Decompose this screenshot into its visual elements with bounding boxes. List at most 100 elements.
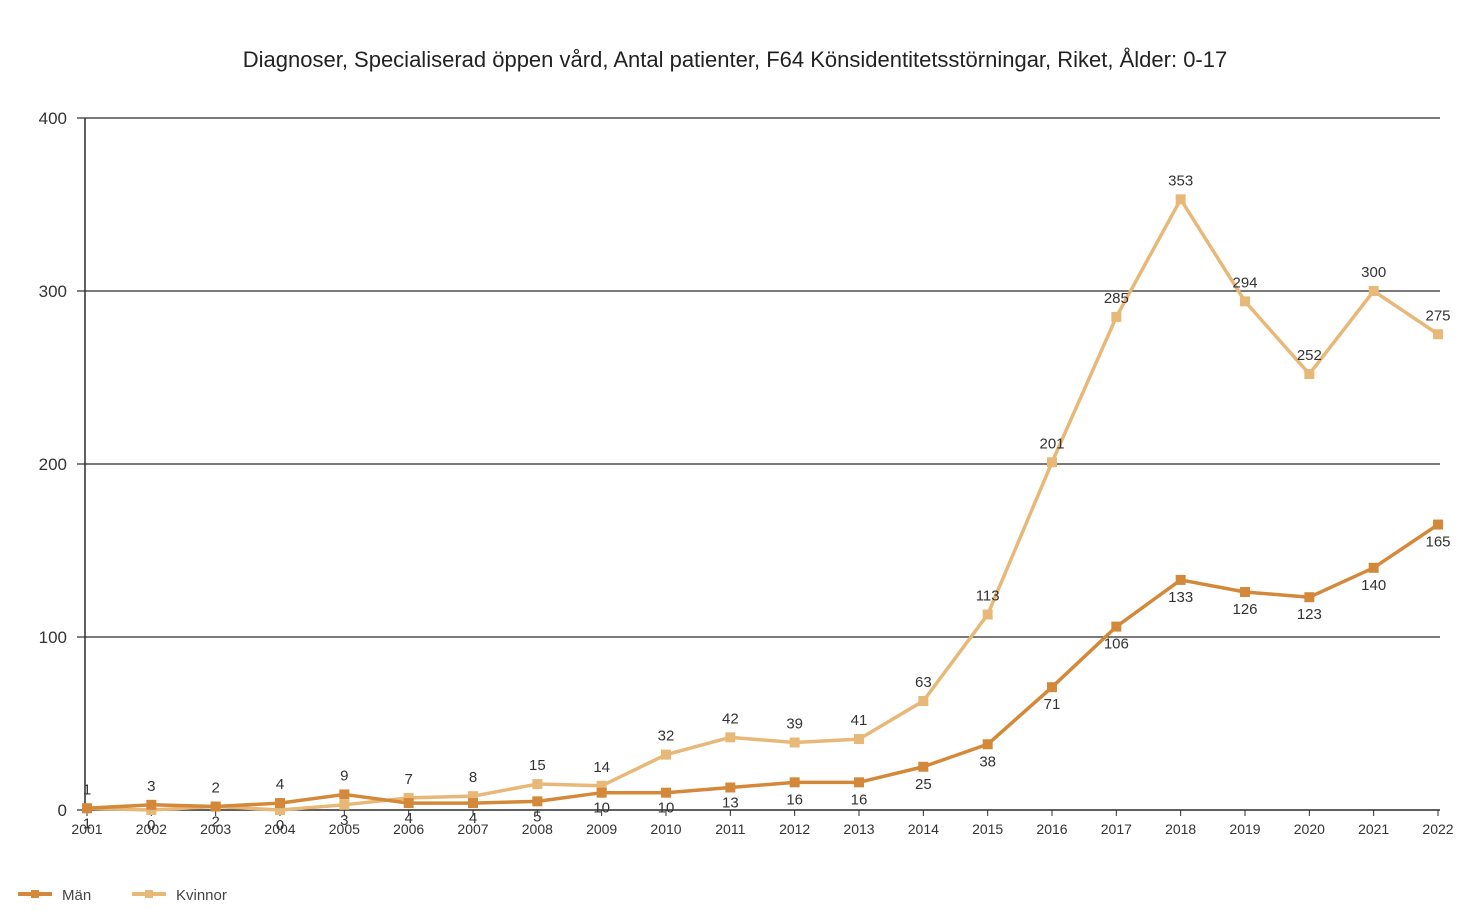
x-tick-label: 2001: [71, 821, 102, 837]
data-point-m-n: [1433, 519, 1443, 530]
legend: Män Kvinnor: [18, 887, 227, 904]
y-tick-label: 300: [39, 282, 67, 301]
x-tick-label: 2016: [1036, 821, 1067, 837]
data-label-kvinnor: 252: [1297, 347, 1322, 364]
data-point-kvinnor: [532, 779, 543, 790]
data-point-kvinnor: [661, 749, 671, 760]
data-label-m-n: 3: [147, 778, 155, 795]
data-label-m-n: 133: [1168, 589, 1193, 606]
data-point-m-n: [275, 798, 285, 809]
data-point-kvinnor: [725, 732, 736, 743]
data-label-m-n: 71: [1044, 696, 1061, 713]
x-tick-label: 2018: [1165, 821, 1196, 837]
data-label-m-n: 106: [1104, 636, 1129, 653]
y-tick-label: 100: [39, 628, 67, 647]
data-point-m-n: [854, 777, 864, 788]
series-m-n: [82, 519, 1443, 814]
data-label-kvinnor: 0: [276, 817, 284, 834]
data-label-kvinnor: 42: [722, 710, 739, 727]
data-label-kvinnor: 41: [851, 712, 868, 729]
y-tick-label: 0: [58, 801, 67, 820]
x-tick-label: 2003: [200, 821, 231, 837]
x-tick-label: 2005: [329, 821, 360, 837]
x-tick-label: 2020: [1294, 821, 1325, 837]
legend-item-m-n: Män: [18, 887, 91, 904]
data-label-kvinnor: 275: [1425, 307, 1450, 324]
x-tick-label: 2007: [457, 821, 488, 837]
data-point-kvinnor: [1368, 286, 1379, 296]
data-point-kvinnor: [403, 792, 414, 803]
data-label-kvinnor: 32: [658, 728, 675, 745]
x-tick-label: 2022: [1422, 821, 1453, 837]
legend-marker-kvinnor: [145, 890, 153, 898]
data-label-kvinnor: 285: [1104, 290, 1129, 307]
data-label-m-n: 4: [469, 810, 477, 827]
data-label-kvinnor: 15: [529, 757, 546, 774]
y-tick-label: 400: [39, 109, 67, 128]
x-tick-label: 2010: [650, 821, 681, 837]
data-point-m-n: [661, 787, 671, 798]
data-point-kvinnor: [1175, 194, 1186, 205]
data-point-kvinnor: [1433, 329, 1443, 340]
data-label-kvinnor: 2: [211, 780, 219, 797]
x-tick-label: 2004: [264, 821, 295, 837]
data-point-kvinnor: [854, 734, 864, 745]
data-label-m-n: 123: [1297, 606, 1322, 623]
legend-item-kvinnor: Kvinnor: [132, 887, 227, 904]
data-label-kvinnor: 8: [469, 769, 477, 786]
x-tick-label: 2015: [972, 821, 1003, 837]
data-label-m-n: 1: [83, 815, 91, 832]
data-label-kvinnor: 14: [593, 759, 610, 776]
data-point-m-n: [468, 798, 478, 809]
data-point-m-n: [1047, 682, 1057, 693]
data-label-kvinnor: 0: [147, 817, 155, 834]
data-point-m-n: [982, 739, 993, 750]
gridlines: [85, 117, 1440, 638]
data-label-kvinnor: 1: [83, 781, 91, 798]
data-label-m-n: 25: [915, 776, 932, 793]
data-point-m-n: [1175, 574, 1186, 585]
legend-label-m-n: Män: [62, 887, 91, 904]
data-point-kvinnor: [789, 737, 800, 748]
data-label-kvinnor: 113: [976, 588, 1000, 605]
x-tick-label: 2009: [586, 821, 617, 837]
data-label-m-n: 2: [211, 814, 219, 831]
data-label-m-n: 38: [979, 753, 996, 770]
x-tick-label: 2013: [843, 821, 874, 837]
data-point-kvinnor: [982, 609, 993, 620]
legend-label-kvinnor: Kvinnor: [176, 887, 227, 904]
data-point-m-n: [532, 796, 543, 807]
data-point-kvinnor: [1047, 457, 1057, 468]
x-tick-label: 2019: [1229, 821, 1260, 837]
data-point-kvinnor: [146, 805, 157, 815]
x-tick-label: 2011: [715, 821, 745, 837]
data-point-m-n: [1368, 562, 1379, 573]
series-line-m-n: [86, 523, 1439, 811]
data-label-kvinnor: 3: [340, 812, 348, 829]
data-point-kvinnor: [1240, 296, 1250, 307]
x-tick-label: 2012: [779, 821, 810, 837]
data-label-m-n: 13: [722, 795, 739, 812]
data-point-m-n: [82, 803, 92, 814]
data-point-m-n: [210, 801, 221, 812]
data-label-m-n: 140: [1361, 577, 1386, 594]
data-point-m-n: [918, 761, 929, 772]
y-tick-label: 200: [39, 455, 67, 474]
data-label-m-n: 165: [1425, 534, 1450, 551]
data-point-m-n: [1240, 587, 1250, 598]
data-label-m-n: 4: [404, 810, 412, 827]
data-label-m-n: 4: [276, 776, 284, 793]
data-label-m-n: 10: [658, 800, 675, 817]
series-line-kvinnor: [86, 197, 1439, 812]
data-point-kvinnor: [1304, 369, 1315, 380]
data-point-kvinnor: [918, 696, 929, 707]
data-point-m-n: [146, 799, 157, 810]
data-point-m-n: [1111, 621, 1122, 632]
data-label-m-n: 5: [533, 808, 541, 825]
data-label-m-n: 16: [851, 791, 868, 808]
series-kvinnor: [82, 194, 1443, 815]
